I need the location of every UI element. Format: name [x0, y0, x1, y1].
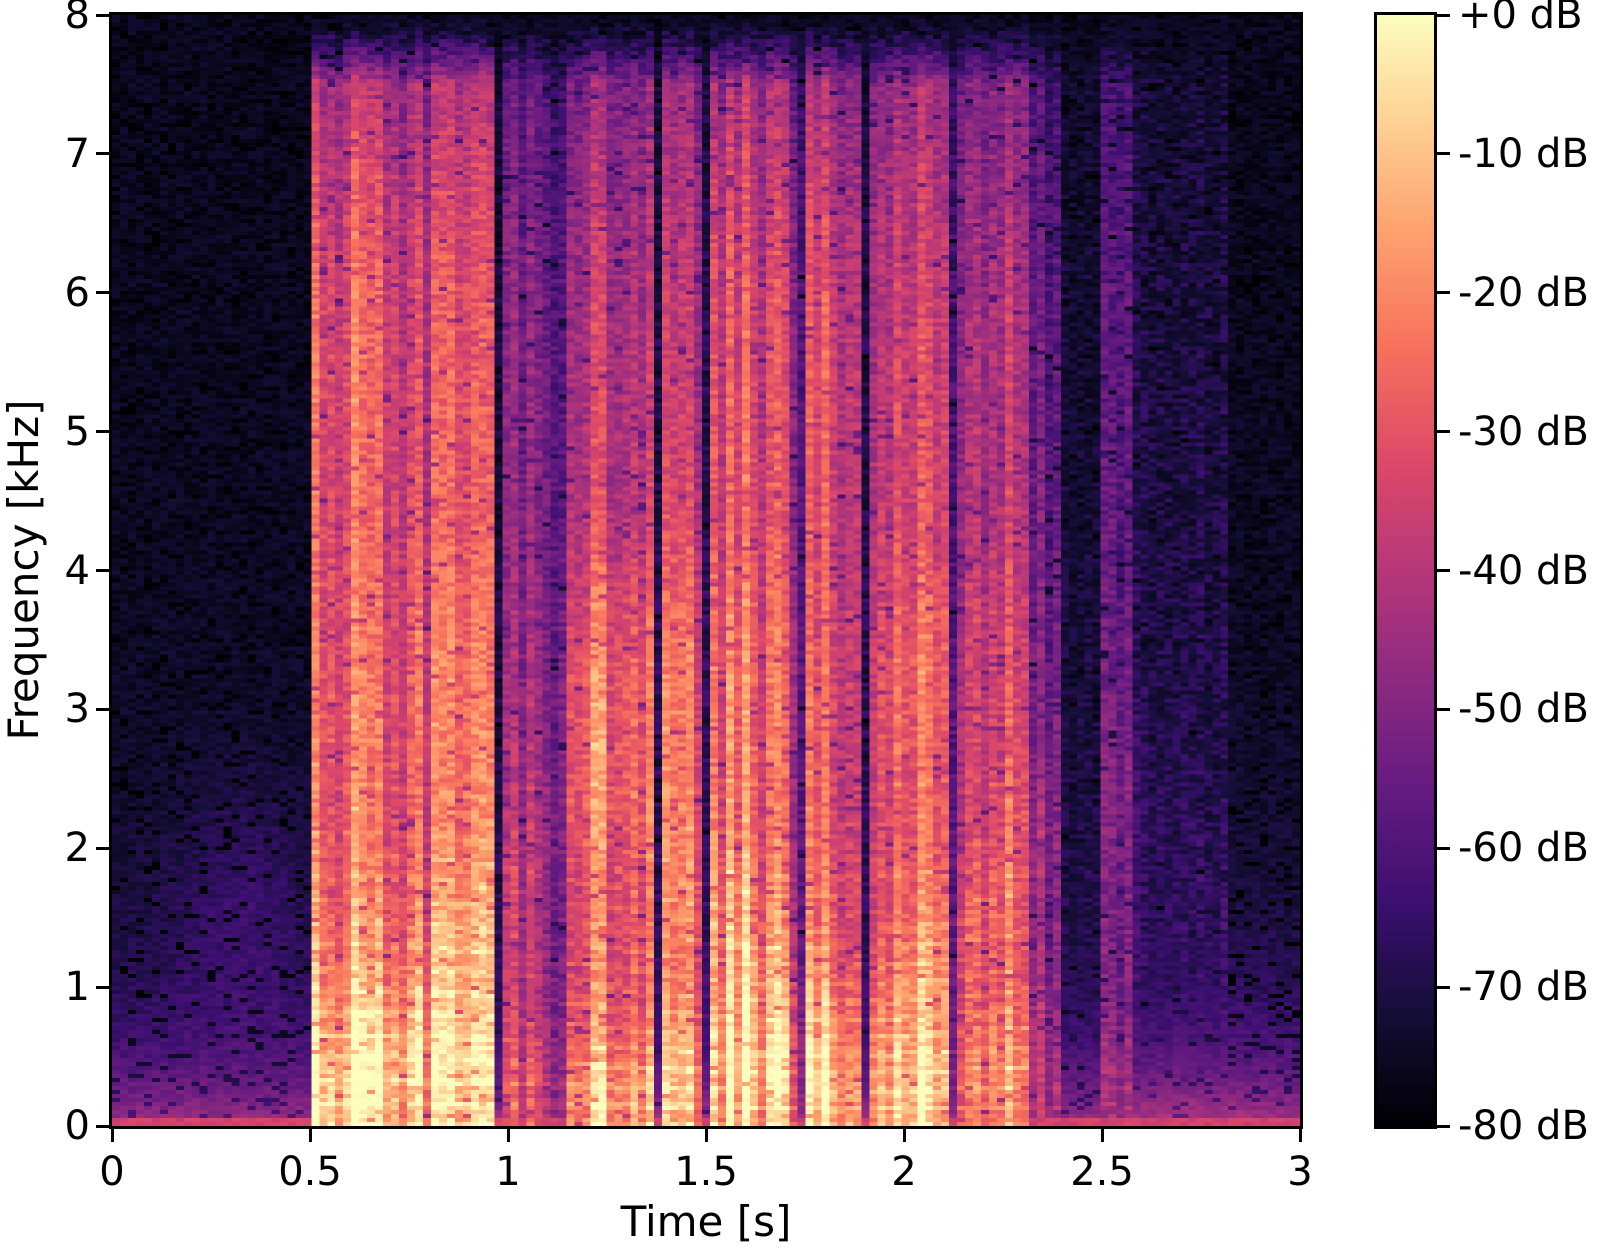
x-tick-mark	[1298, 1129, 1302, 1142]
x-tick-label: 1	[495, 1149, 521, 1195]
y-tick-label: 0	[64, 1103, 90, 1149]
colorbar-tick-mark	[1437, 846, 1450, 850]
colorbar-tick-label: +0 dB	[1458, 0, 1583, 38]
colorbar-tick-label: -40 dB	[1458, 547, 1589, 594]
x-tick-label: 0.5	[278, 1149, 342, 1195]
y-tick-label: 8	[64, 0, 90, 38]
colorbar-tick-label: -80 dB	[1458, 1103, 1589, 1149]
y-tick-label: 2	[64, 825, 90, 872]
colorbar-tick-label: -10 dB	[1458, 130, 1589, 177]
y-tick-label: 4	[64, 547, 90, 594]
y-tick-label: 6	[64, 269, 90, 316]
y-tick-mark	[96, 707, 109, 711]
x-tick-label: 3	[1287, 1149, 1313, 1195]
colorbar-tick-label: -50 dB	[1458, 686, 1589, 733]
y-tick-mark	[96, 985, 109, 989]
x-axis-label: Time [s]	[620, 1197, 792, 1246]
colorbar-tick-label: -70 dB	[1458, 964, 1589, 1011]
y-tick-mark	[96, 13, 109, 17]
colorbar-tick-label: -30 dB	[1458, 408, 1589, 455]
x-tick-mark	[110, 1129, 114, 1142]
colorbar-tick-mark	[1437, 985, 1450, 989]
colorbar-tick-mark	[1437, 152, 1450, 156]
y-tick-mark	[96, 430, 109, 434]
y-tick-mark	[96, 152, 109, 156]
x-tick-label: 2	[891, 1149, 917, 1195]
x-tick-label: 0	[99, 1149, 125, 1195]
colorbar-tick-label: -60 dB	[1458, 825, 1589, 872]
y-tick-mark	[96, 291, 109, 295]
colorbar-tick-label: -20 dB	[1458, 269, 1589, 316]
colorbar-tick-mark	[1437, 569, 1450, 572]
colorbar-tick-mark	[1437, 291, 1450, 295]
y-tick-label: 7	[64, 130, 90, 177]
x-tick-mark	[704, 1129, 708, 1142]
colorbar-tick-mark	[1437, 430, 1450, 434]
colorbar-gradient	[1377, 15, 1434, 1126]
colorbar-tick-mark	[1437, 1124, 1450, 1128]
y-tick-mark	[96, 846, 109, 850]
x-tick-mark	[902, 1129, 906, 1142]
x-tick-mark	[1100, 1129, 1104, 1142]
colorbar-tick-mark	[1437, 13, 1450, 17]
x-tick-mark	[308, 1129, 312, 1142]
y-tick-mark	[96, 1124, 109, 1128]
colorbar-tick-mark	[1437, 707, 1450, 711]
spectrogram-heatmap	[112, 15, 1300, 1126]
y-axis-label: Frequency [kHz]	[0, 399, 48, 741]
y-tick-mark	[96, 569, 109, 572]
x-tick-label: 2.5	[1070, 1149, 1134, 1195]
y-tick-label: 1	[64, 964, 90, 1011]
x-tick-mark	[506, 1129, 510, 1142]
y-tick-label: 3	[64, 686, 90, 733]
y-tick-label: 5	[64, 408, 90, 455]
x-tick-label: 1.5	[674, 1149, 738, 1195]
